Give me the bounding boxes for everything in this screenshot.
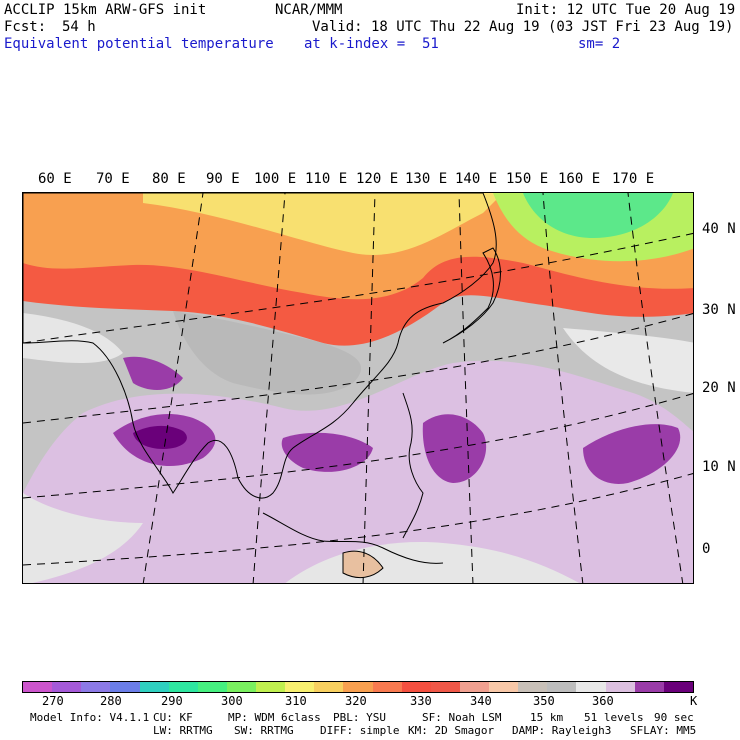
diffusion-scheme: DIFF: simple [320, 724, 400, 737]
longitude-label: 120 E [356, 171, 399, 187]
longitude-label: 100 E [254, 171, 297, 187]
colorbar-cell [23, 682, 53, 692]
colorbar-tick-label: 300 [221, 694, 243, 708]
longitude-label: 70 E [96, 171, 130, 187]
colorbar-cell [663, 682, 693, 692]
colorbar-tick-label: 280 [100, 694, 122, 708]
colorbar-cell [110, 682, 140, 692]
colorbar-tick-label: 270 [42, 694, 64, 708]
latitude-label: 20 N [702, 380, 736, 396]
init-time: Init: 12 UTC Tue 20 Aug 19 [516, 2, 736, 18]
colorbar-tick-label: 340 [470, 694, 492, 708]
colorbar-cell [139, 682, 169, 692]
colorbar-cell [605, 682, 635, 692]
colorbar-cell [314, 682, 344, 692]
colorbar [22, 681, 694, 693]
microphysics-scheme: MP: WDM 6class [228, 711, 321, 724]
longwave-scheme: LW: RRTMG [153, 724, 213, 737]
longitude-label: 140 E [455, 171, 498, 187]
colorbar-tick-label: 310 [285, 694, 307, 708]
colorbar-tick-label: 360 [592, 694, 614, 708]
smoothing-label: sm= 2 [578, 36, 621, 52]
time-step: 90 sec [654, 711, 694, 724]
latitude-label: 10 N [702, 459, 736, 475]
colorbar-tick-label: 350 [533, 694, 555, 708]
colorbar-cell [547, 682, 577, 692]
latitude-label: 30 N [702, 302, 736, 318]
longitude-label: 170 E [612, 171, 655, 187]
colorbar-cell [52, 682, 82, 692]
colorbar-cell [372, 682, 402, 692]
field-name: Equivalent potential temperature [4, 36, 274, 52]
surface-scheme: SF: Noah LSM [422, 711, 502, 724]
colorbar-cell [343, 682, 373, 692]
longitude-label: 80 E [152, 171, 186, 187]
map-panel[interactable] [22, 192, 694, 584]
damping-scheme: DAMP: Rayleigh3 [512, 724, 612, 737]
colorbar-cell [634, 682, 664, 692]
longitude-label: 60 E [38, 171, 72, 187]
km-scheme: KM: 2D Smagor [408, 724, 495, 737]
colorbar-cell [576, 682, 606, 692]
latitude-label: 0 [702, 541, 711, 557]
colorbar-tick-label: 320 [345, 694, 367, 708]
colorbar-cell [197, 682, 227, 692]
colorbar-cell [168, 682, 198, 692]
latitude-label: 40 N [702, 221, 736, 237]
colorbar-cell [256, 682, 286, 692]
longitude-label: 130 E [405, 171, 448, 187]
longitude-label: 150 E [506, 171, 549, 187]
pbl-scheme: PBL: YSU [333, 711, 386, 724]
colorbar-cell [430, 682, 460, 692]
colorbar-cell [81, 682, 111, 692]
longitude-label: 160 E [558, 171, 601, 187]
resolution: 15 km [530, 711, 564, 724]
longitude-label: 110 E [305, 171, 348, 187]
forecast-hour: 54 h [62, 19, 96, 35]
colorbar-tick-label: 290 [161, 694, 183, 708]
surface-layer-scheme: SFLAY: MM5 [630, 724, 697, 737]
colorbar-cell [401, 682, 431, 692]
cumulus-scheme: CU: KF [153, 711, 193, 724]
colorbar-unit: K [690, 694, 698, 708]
shortwave-scheme: SW: RRTMG [234, 724, 294, 737]
theta-e-field [23, 193, 693, 583]
model-title: ACCLIP 15km ARW-GFS init [4, 2, 207, 18]
colorbar-tick-label: 330 [410, 694, 432, 708]
colorbar-cell [518, 682, 548, 692]
valid-time: Valid: 18 UTC Thu 22 Aug 19 (03 JST Fri … [312, 19, 734, 35]
vertical-levels: 51 levels [584, 711, 644, 724]
forecast-label: Fcst: [4, 19, 47, 35]
colorbar-cell [285, 682, 315, 692]
colorbar-cell [489, 682, 519, 692]
level-index: at k-index = 51 [304, 36, 439, 52]
colorbar-cell [459, 682, 489, 692]
organization-label: NCAR/MMM [275, 2, 343, 18]
model-version: Model Info: V4.1.1 [30, 711, 150, 724]
colorbar-cell [226, 682, 256, 692]
longitude-label: 90 E [206, 171, 240, 187]
